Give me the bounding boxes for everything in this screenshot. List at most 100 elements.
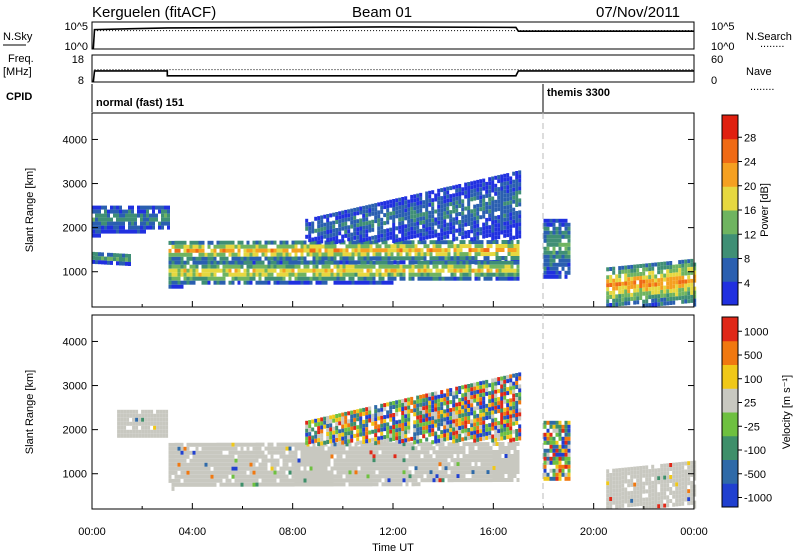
velocity-cell [399, 462, 403, 467]
velocity-cell [351, 462, 355, 467]
velocity-cell [332, 426, 336, 431]
power-cell [506, 233, 510, 238]
power-cell [300, 268, 304, 273]
power-cell [422, 232, 426, 237]
power-cell [464, 182, 468, 187]
power-cell [564, 242, 568, 247]
power-cell [633, 280, 637, 285]
power-cell [354, 248, 358, 253]
power-cell [666, 277, 670, 282]
power-cell [549, 262, 553, 267]
velocity-cell [204, 454, 208, 459]
velocity-cell [627, 479, 631, 484]
power-cell [207, 276, 211, 281]
power-cell [174, 244, 178, 249]
power-cell [437, 216, 441, 221]
velocity-cell [384, 482, 388, 487]
velocity-cell [380, 435, 384, 440]
power-cell [390, 264, 394, 269]
velocity-cell [354, 474, 358, 479]
power-cell [669, 273, 673, 277]
velocity-cell [419, 418, 423, 423]
velocity-cell [404, 434, 408, 439]
velocity-cell [437, 438, 441, 443]
power-cell [468, 272, 472, 277]
velocity-cell [297, 474, 301, 479]
velocity-cell [183, 474, 187, 479]
freq-left-tick-low: 8 [78, 75, 84, 87]
velocity-cell [339, 474, 343, 479]
velocity-cell [567, 428, 571, 433]
velocity-cell [192, 478, 196, 483]
power-cell [503, 177, 507, 182]
velocity-cell [210, 450, 214, 455]
velocity-cell [219, 478, 223, 483]
velocity-cell [480, 462, 484, 467]
velocity-cell [366, 446, 370, 451]
velocity-cell [153, 429, 157, 434]
power-cell [503, 201, 507, 206]
velocity-cell [153, 425, 157, 430]
velocity-cell [455, 422, 459, 427]
velocity-cell [482, 392, 486, 397]
velocity-cell [377, 416, 381, 421]
power-cell [195, 256, 199, 261]
velocity-cell [156, 413, 160, 418]
velocity-cell [609, 501, 613, 505]
velocity-cell [189, 450, 193, 455]
power-cell [348, 256, 352, 261]
power-cell [174, 268, 178, 273]
velocity-cell [438, 478, 442, 483]
power-cell [450, 256, 454, 261]
power-cell [470, 193, 474, 198]
power-cell [345, 260, 349, 265]
velocity-cell [675, 462, 679, 467]
velocity-cell [489, 478, 493, 483]
velocity-cell [255, 470, 259, 475]
velocity-cell [357, 462, 361, 467]
velocity-cell [420, 474, 424, 479]
velocity-cell [479, 381, 483, 386]
velocity-cell [504, 454, 508, 458]
velocity-cell [309, 466, 313, 471]
power-cell [237, 260, 241, 265]
velocity-cell [351, 446, 355, 451]
power-cell [506, 229, 510, 234]
power-cell [174, 252, 178, 257]
power-cell [107, 256, 110, 261]
velocity-cell [408, 454, 412, 459]
velocity-cell [482, 412, 486, 417]
velocity-cell [416, 427, 420, 432]
velocity-cell [693, 484, 697, 489]
velocity-cell [216, 470, 220, 475]
velocity-cell [404, 398, 408, 403]
power-cell [357, 268, 361, 273]
power-cell [389, 211, 393, 216]
power-cell [324, 240, 328, 245]
velocity-cell [441, 466, 445, 471]
velocity-cell [336, 470, 340, 475]
velocity-cell [446, 388, 450, 393]
velocity-cell [204, 482, 208, 487]
power-cell [467, 218, 471, 222]
power-cell [452, 229, 456, 234]
velocity-cell [321, 458, 325, 463]
velocity-cell [198, 454, 202, 459]
power-cell [324, 264, 328, 269]
velocity-cell [473, 422, 477, 427]
velocity-cell [135, 417, 139, 422]
velocity-cell [507, 454, 511, 458]
velocity-cell [513, 470, 517, 474]
velocity-cell [507, 474, 511, 478]
power-cell [567, 226, 571, 231]
power-cell [365, 237, 369, 242]
velocity-cell [465, 470, 469, 475]
velocity-cell [312, 454, 316, 459]
velocity-cell [606, 501, 610, 506]
velocity-cell [509, 414, 513, 419]
power-cell [177, 264, 181, 269]
velocity-cell [431, 420, 435, 425]
velocity-cell [479, 417, 483, 422]
velocity-cell [324, 462, 328, 467]
velocity-cell [318, 482, 322, 487]
